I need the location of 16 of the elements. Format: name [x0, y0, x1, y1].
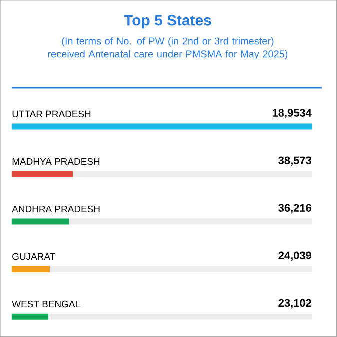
- data-label: 18,9534: [272, 109, 312, 119]
- bar: [12, 171, 73, 178]
- y-tick-label: UTTAR PRADESH: [12, 110, 91, 118]
- bar: [12, 266, 50, 272]
- data-label: 23,102: [278, 299, 312, 309]
- bar: [12, 314, 48, 320]
- y-tick-label: GUJARAT: [12, 253, 56, 260]
- chart-title: Top 5 States: [124, 15, 212, 29]
- data-label: 36,216: [278, 204, 312, 214]
- chart-subtitle: (In terms of No. of PW (in 2nd or 3rd trimester) received Antenatal care under PMSMA for May 2025): [48, 37, 288, 60]
- bar: [12, 218, 70, 225]
- y-tick-label: ANDHRA PRADESH: [12, 206, 100, 213]
- y-tick-label: WEST BENGAL: [12, 300, 80, 308]
- data-label: 24,039: [278, 252, 312, 262]
- y-tick-label: MADHYA PRADESH: [12, 158, 100, 166]
- data-label: 38,573: [278, 156, 312, 166]
